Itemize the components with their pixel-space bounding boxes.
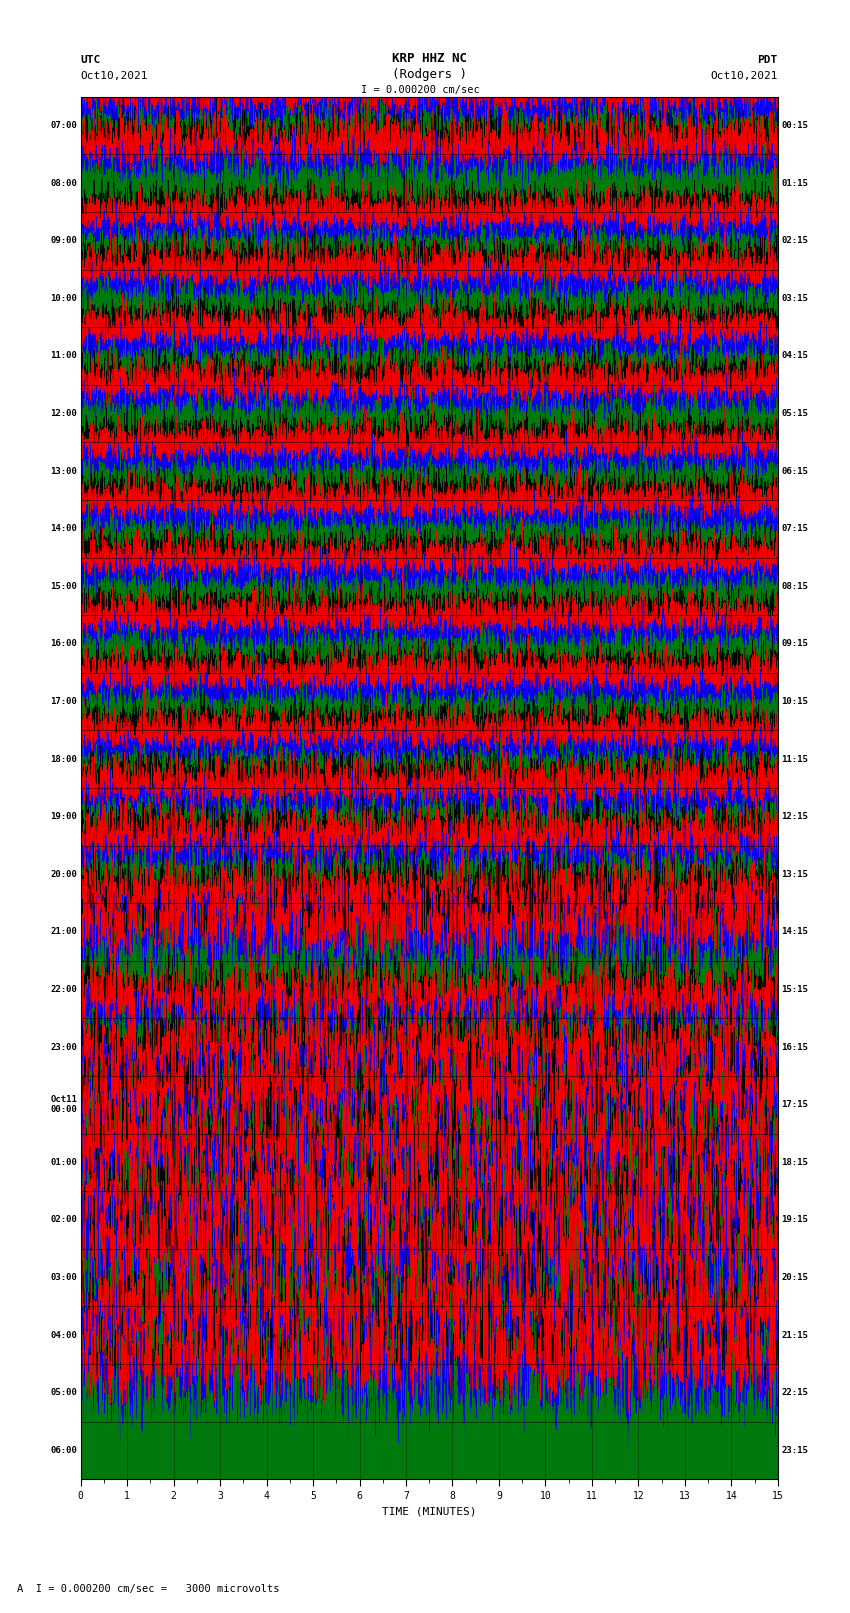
Text: 10:15: 10:15 — [781, 697, 808, 706]
Text: 05:15: 05:15 — [781, 410, 808, 418]
X-axis label: TIME (MINUTES): TIME (MINUTES) — [382, 1507, 477, 1516]
Text: 04:00: 04:00 — [50, 1331, 77, 1340]
Text: 11:15: 11:15 — [781, 755, 808, 763]
Text: 11:00: 11:00 — [50, 352, 77, 360]
Text: 22:00: 22:00 — [50, 986, 77, 994]
Text: PDT: PDT — [757, 55, 778, 65]
Text: 15:00: 15:00 — [50, 582, 77, 590]
Text: 08:00: 08:00 — [50, 179, 77, 187]
Text: I = 0.000200 cm/sec: I = 0.000200 cm/sec — [361, 85, 480, 95]
Text: 12:15: 12:15 — [781, 813, 808, 821]
Text: 14:15: 14:15 — [781, 927, 808, 937]
Text: 19:00: 19:00 — [50, 813, 77, 821]
Text: 23:00: 23:00 — [50, 1042, 77, 1052]
Text: (Rodgers ): (Rodgers ) — [392, 68, 467, 81]
Text: 18:15: 18:15 — [781, 1158, 808, 1166]
Text: 01:00: 01:00 — [50, 1158, 77, 1166]
Text: 14:00: 14:00 — [50, 524, 77, 534]
Text: A  I = 0.000200 cm/sec =   3000 microvolts: A I = 0.000200 cm/sec = 3000 microvolts — [17, 1584, 280, 1594]
Text: 04:15: 04:15 — [781, 352, 808, 360]
Text: 01:15: 01:15 — [781, 179, 808, 187]
Text: 20:00: 20:00 — [50, 869, 77, 879]
Text: 22:15: 22:15 — [781, 1389, 808, 1397]
Text: 21:00: 21:00 — [50, 927, 77, 937]
Text: 15:15: 15:15 — [781, 986, 808, 994]
Text: 05:00: 05:00 — [50, 1389, 77, 1397]
Text: 02:00: 02:00 — [50, 1216, 77, 1224]
Text: 06:00: 06:00 — [50, 1445, 77, 1455]
Text: Oct11
00:00: Oct11 00:00 — [50, 1095, 77, 1115]
Text: 09:00: 09:00 — [50, 235, 77, 245]
Text: KRP HHZ NC: KRP HHZ NC — [392, 52, 467, 65]
Text: 19:15: 19:15 — [781, 1216, 808, 1224]
Text: 12:00: 12:00 — [50, 410, 77, 418]
Text: 03:15: 03:15 — [781, 294, 808, 303]
Text: 20:15: 20:15 — [781, 1273, 808, 1282]
Text: 06:15: 06:15 — [781, 466, 808, 476]
Text: 02:15: 02:15 — [781, 235, 808, 245]
Text: 07:00: 07:00 — [50, 121, 77, 131]
Text: 16:15: 16:15 — [781, 1042, 808, 1052]
Text: 10:00: 10:00 — [50, 294, 77, 303]
Text: 07:15: 07:15 — [781, 524, 808, 534]
Text: 16:00: 16:00 — [50, 639, 77, 648]
Text: 13:15: 13:15 — [781, 869, 808, 879]
Text: 18:00: 18:00 — [50, 755, 77, 763]
Text: 09:15: 09:15 — [781, 639, 808, 648]
Text: 17:15: 17:15 — [781, 1100, 808, 1110]
Text: 00:15: 00:15 — [781, 121, 808, 131]
Text: 21:15: 21:15 — [781, 1331, 808, 1340]
Text: 23:15: 23:15 — [781, 1445, 808, 1455]
Text: UTC: UTC — [81, 55, 101, 65]
Text: 03:00: 03:00 — [50, 1273, 77, 1282]
Text: 17:00: 17:00 — [50, 697, 77, 706]
Text: 13:00: 13:00 — [50, 466, 77, 476]
Text: 08:15: 08:15 — [781, 582, 808, 590]
Text: Oct10,2021: Oct10,2021 — [81, 71, 148, 81]
Text: Oct10,2021: Oct10,2021 — [711, 71, 778, 81]
